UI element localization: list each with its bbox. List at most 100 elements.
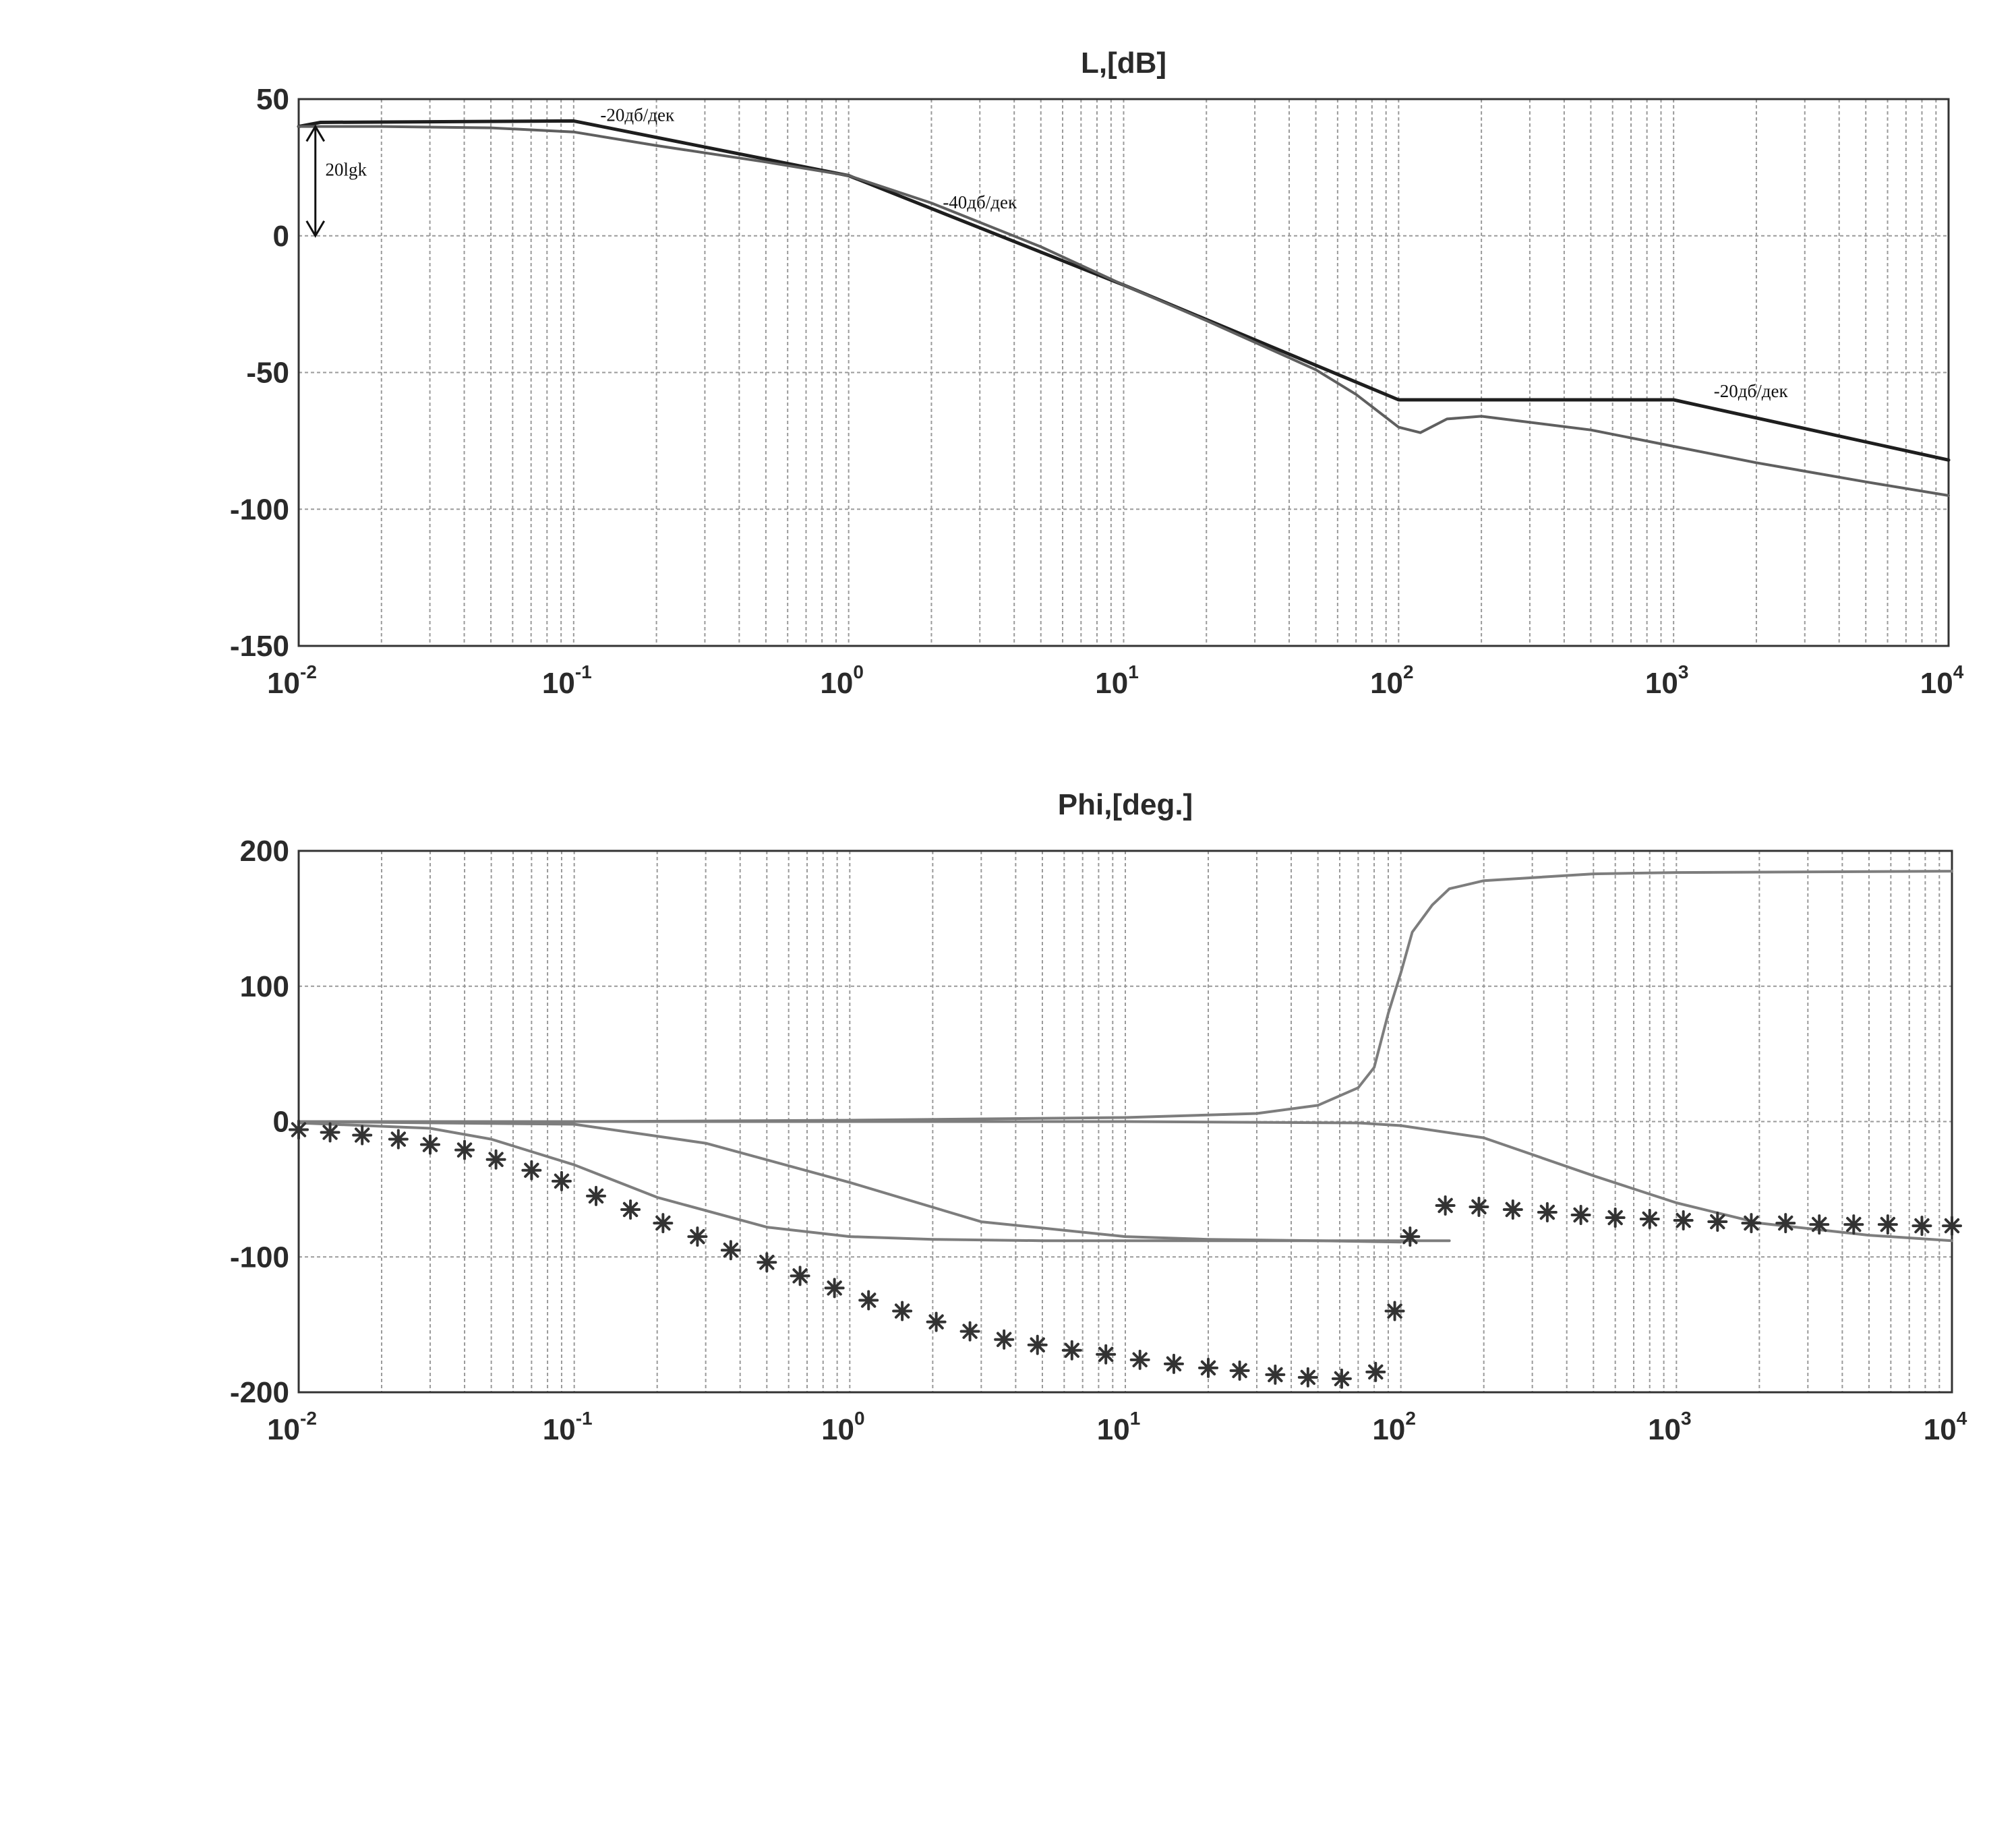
- data-point: [790, 1266, 810, 1286]
- x-tick-base: 10: [1370, 667, 1403, 700]
- data-point: [1331, 1368, 1352, 1389]
- x-tick-base: 10: [1372, 1413, 1405, 1446]
- x-tick-label: 104: [1920, 661, 1964, 700]
- data-point-stroke: [894, 1303, 910, 1319]
- data-point-stroke: [1846, 1216, 1862, 1232]
- data-point-stroke: [792, 1268, 808, 1284]
- x-tick-label: 100: [821, 1408, 865, 1446]
- x-tick-base: 10: [821, 1413, 854, 1446]
- x-tick-exponent: 3: [1678, 661, 1689, 682]
- data-point-stroke: [1505, 1201, 1520, 1218]
- data-point: [1400, 1226, 1421, 1247]
- data-point: [352, 1125, 373, 1146]
- series-line-1: [297, 1121, 1451, 1243]
- x-tick-label: 101: [1095, 661, 1139, 700]
- series-line-2: [297, 1120, 1402, 1244]
- data-point: [586, 1185, 607, 1206]
- data-point: [1877, 1214, 1898, 1235]
- x-tick-label: 103: [1645, 661, 1689, 700]
- x-tick-exponent: 3: [1681, 1408, 1692, 1429]
- data-point: [320, 1122, 340, 1143]
- data-point: [1198, 1357, 1219, 1378]
- data-point: [653, 1213, 674, 1234]
- x-tick-base: 10: [543, 1413, 576, 1446]
- data-point-stroke: [554, 1173, 570, 1189]
- data-point-stroke: [1710, 1214, 1725, 1230]
- y-tick-label: -100: [230, 493, 289, 526]
- data-point-stroke: [1300, 1369, 1316, 1386]
- x-tick-label: 10-2: [267, 1408, 317, 1446]
- data-point-stroke: [622, 1201, 639, 1218]
- x-tick-exponent: 1: [1130, 1408, 1141, 1429]
- data-point: [1537, 1202, 1558, 1223]
- data-point-stroke: [1744, 1215, 1759, 1231]
- data-point: [1775, 1213, 1796, 1234]
- chart-title: L,[dB]: [1081, 47, 1166, 80]
- data-point-stroke: [1334, 1371, 1350, 1387]
- data-point-stroke: [1880, 1216, 1896, 1232]
- data-point-stroke: [1232, 1363, 1247, 1379]
- data-point: [1365, 1361, 1386, 1382]
- data-point-stroke: [456, 1142, 473, 1158]
- x-tick-base: 10: [1648, 1413, 1681, 1446]
- data-point: [1639, 1209, 1660, 1230]
- x-tick-exponent: 4: [1957, 1408, 1967, 1429]
- data-point: [994, 1329, 1015, 1350]
- data-point: [1673, 1210, 1694, 1231]
- data-point-stroke: [962, 1323, 978, 1339]
- x-tick-label: 102: [1372, 1408, 1416, 1446]
- data-point: [1027, 1334, 1048, 1355]
- x-tick-exponent: -2: [300, 1408, 317, 1429]
- annotation-label: -20дб/дек: [1714, 381, 1789, 401]
- data-point: [1605, 1208, 1626, 1228]
- data-point-stroke: [354, 1127, 370, 1143]
- x-tick-base: 10: [542, 667, 575, 700]
- y-tick-label: 0: [273, 220, 289, 253]
- x-tick-label: 102: [1370, 661, 1414, 700]
- data-point: [551, 1170, 572, 1191]
- chart-title: Phi,[deg.]: [1058, 788, 1193, 821]
- x-tick-exponent: 0: [854, 1408, 865, 1429]
- x-tick-exponent: 0: [853, 661, 864, 682]
- data-point-stroke: [322, 1125, 338, 1140]
- data-point-stroke: [1778, 1215, 1793, 1231]
- data-point: [1435, 1195, 1456, 1216]
- data-point-stroke: [1642, 1211, 1657, 1227]
- data-point: [419, 1134, 440, 1155]
- plot-frame: [297, 98, 1950, 647]
- x-tick-exponent: -1: [576, 1408, 593, 1429]
- data-point-stroke: [1132, 1352, 1148, 1368]
- series-line-1: [297, 125, 1950, 497]
- annotation-label: 20lgk: [326, 160, 367, 180]
- gain-arrow-head-bottom: [305, 220, 326, 238]
- data-point: [1469, 1196, 1489, 1217]
- data-point-stroke: [1914, 1218, 1930, 1234]
- data-point: [620, 1199, 641, 1220]
- y-tick-label: -150: [230, 630, 289, 663]
- data-point-stroke: [1098, 1346, 1114, 1362]
- data-point: [1129, 1349, 1150, 1370]
- data-point: [1843, 1214, 1864, 1235]
- data-point: [485, 1149, 506, 1170]
- data-point-stroke: [655, 1215, 671, 1231]
- data-point-stroke: [996, 1332, 1012, 1347]
- asterisk-series: [289, 1119, 1962, 1389]
- data-point: [289, 1119, 309, 1140]
- data-point-stroke: [1200, 1360, 1216, 1376]
- x-tick-exponent: -1: [575, 661, 592, 682]
- data-point: [1707, 1212, 1728, 1232]
- data-point: [1229, 1360, 1250, 1381]
- data-point-stroke: [690, 1228, 705, 1245]
- series-line-0: [297, 119, 1951, 462]
- y-tick-label: 50: [256, 83, 289, 116]
- data-point-stroke: [1812, 1216, 1827, 1232]
- x-tick-exponent: 4: [1953, 661, 1964, 682]
- data-point-stroke: [1573, 1207, 1589, 1223]
- data-point-stroke: [422, 1137, 438, 1152]
- data-point: [388, 1129, 409, 1150]
- data-point: [1741, 1213, 1762, 1234]
